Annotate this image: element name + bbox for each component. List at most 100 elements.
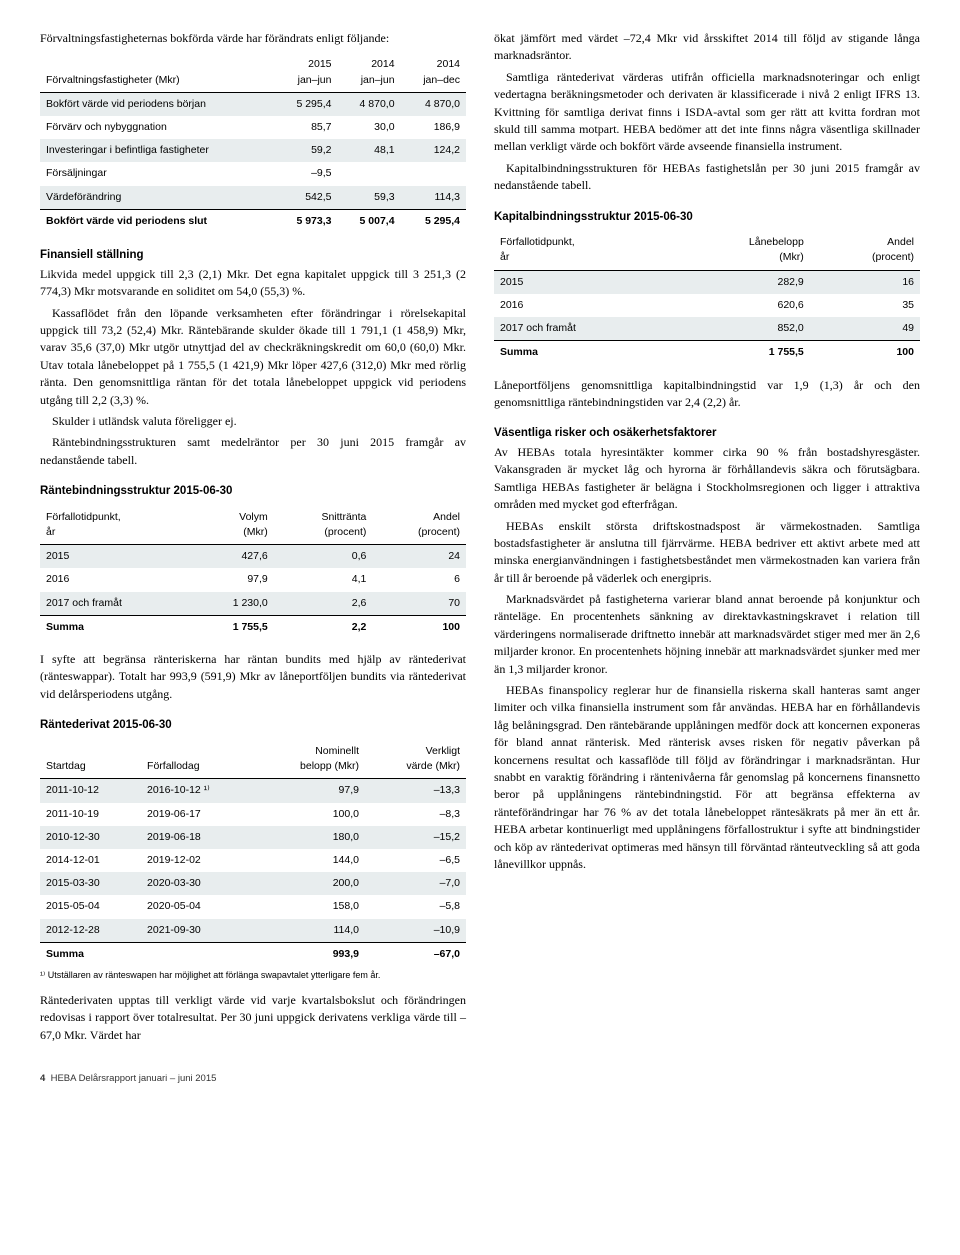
table-cell: 200,0: [256, 872, 365, 895]
intro-paragraph: Förvaltningsfastigheternas bokförda värd…: [40, 30, 466, 47]
t3-h2: Nominellt belopp (Mkr): [256, 740, 365, 779]
table-cell: [141, 942, 256, 966]
fs-p2: Kassaflödet från den löpande verksamhete…: [40, 305, 466, 409]
table-cell: 2017 och framåt: [40, 592, 192, 616]
table-cell: 2017 och framåt: [494, 317, 673, 341]
table-cell: –6,5: [365, 849, 466, 872]
table-cell: 144,0: [256, 849, 365, 872]
table-cell: 993,9: [256, 942, 365, 966]
table-total-row: Summa1 755,52,2100: [40, 615, 466, 639]
t2-h3: Andel (procent): [372, 506, 466, 545]
table-cell: –9,5: [274, 162, 337, 185]
table-cell: 2010-12-30: [40, 826, 141, 849]
table-cell: 24: [372, 545, 466, 569]
r-p4: Låneportföljens genomsnittliga kapitalbi…: [494, 377, 920, 412]
t4-h1: Lånebelopp (Mkr): [673, 231, 809, 270]
table-cell: 1 230,0: [192, 592, 274, 616]
table-cell: 2019-12-02: [141, 849, 256, 872]
table-cell: –67,0: [365, 942, 466, 966]
fs-p4: Räntebindningsstrukturen samt medelränto…: [40, 434, 466, 469]
table-cell: 282,9: [673, 270, 809, 294]
table-row: 2015-03-302020-03-30200,0–7,0: [40, 872, 466, 895]
table-cell: 2016: [494, 294, 673, 317]
table-cell: 158,0: [256, 895, 365, 918]
table-cell: Investeringar i befintliga fastigheter: [40, 139, 274, 162]
t4-h0: Förfallotidpunkt, år: [494, 231, 673, 270]
table3-title: Räntederivat 2015-06-30: [40, 717, 466, 734]
r-p3: Kapitalbindningsstrukturen för HEBAs fas…: [494, 160, 920, 195]
table-row: 2017 och framåt852,049: [494, 317, 920, 341]
footer-text: HEBA Delårsrapport januari – juni 2015: [51, 1073, 217, 1084]
table-cell: Bokfört värde vid periodens slut: [40, 209, 274, 233]
table-cell: 5 295,4: [401, 209, 466, 233]
table-cell: [338, 162, 401, 185]
t2-h2: Snittränta (procent): [274, 506, 373, 545]
table-cell: 5 295,4: [274, 92, 337, 116]
t3-h3: Verkligt värde (Mkr): [365, 740, 466, 779]
table-cell: 5 973,3: [274, 209, 337, 233]
table-row: 2016620,635: [494, 294, 920, 317]
t3-h0: Startdag: [40, 740, 141, 779]
page-number: 4: [40, 1073, 45, 1084]
fs-p3: Skulder i utländsk valuta föreligger ej.: [40, 413, 466, 430]
table-total-row: Bokfört värde vid periodens slut5 973,3 5…: [40, 209, 466, 233]
table-row: 2011-10-192019-06-17100,0–8,3: [40, 803, 466, 826]
t2-h0: Förfallotidpunkt, år: [40, 506, 192, 545]
table-row: 2011-10-122016-10-12 ¹⁾97,9–13,3: [40, 779, 466, 803]
table-cell: –5,8: [365, 895, 466, 918]
table-row: 2015282,916: [494, 270, 920, 294]
finansiell-stallning-title: Finansiell ställning: [40, 247, 466, 264]
t2-h1: Volym (Mkr): [192, 506, 274, 545]
table-cell: 4 870,0: [338, 92, 401, 116]
table-row: 2015-05-042020-05-04158,0–5,8: [40, 895, 466, 918]
table-cell: 2020-05-04: [141, 895, 256, 918]
table-cell: 100: [810, 341, 920, 365]
table-cell: 2015-05-04: [40, 895, 141, 918]
table-row: Försäljningar–9,5: [40, 162, 466, 185]
table-cell: 2015-03-30: [40, 872, 141, 895]
table-cell: 2015: [494, 270, 673, 294]
table-cell: [401, 162, 466, 185]
table-cell: 2016: [40, 568, 192, 591]
table-cell: 2020-03-30: [141, 872, 256, 895]
table3-footnote: ¹⁾ Utställaren av ränteswapen har möjlig…: [40, 970, 466, 982]
table-row: Värdeförändring542,559,3114,3: [40, 186, 466, 210]
table-cell: 114,3: [401, 186, 466, 210]
right-column: ökat jämfört med värdet –72,4 Mkr vid år…: [494, 30, 920, 1048]
risk-p1: Av HEBAs totala hyresintäkter kommer cir…: [494, 444, 920, 514]
kapitalbindning-table: Förfallotidpunkt, år Lånebelopp (Mkr) An…: [494, 231, 920, 364]
table-cell: 2014-12-01: [40, 849, 141, 872]
table-cell: 1 755,5: [192, 615, 274, 639]
table-cell: 100: [372, 615, 466, 639]
left-column: Förvaltningsfastigheternas bokförda värd…: [40, 30, 466, 1048]
table-cell: –13,3: [365, 779, 466, 803]
fs-p1: Likvida medel uppgick till 2,3 (2,1) Mkr…: [40, 266, 466, 301]
table-cell: Värdeförändring: [40, 186, 274, 210]
table-cell: 2011-10-12: [40, 779, 141, 803]
table-cell: Summa: [40, 615, 192, 639]
risk-title: Väsentliga risker och osäkerhetsfaktorer: [494, 425, 920, 442]
r-p1: ökat jämfört med värdet –72,4 Mkr vid år…: [494, 30, 920, 65]
risk-p4: HEBAs finanspolicy reglerar hur de finan…: [494, 682, 920, 873]
table-row: Bokfört värde vid periodens början5 295,…: [40, 92, 466, 116]
table-row: Förvärv och nybyggnation85,730,0186,9: [40, 116, 466, 139]
table-cell: 85,7: [274, 116, 337, 139]
table-cell: 97,9: [256, 779, 365, 803]
table-cell: –10,9: [365, 919, 466, 943]
table-cell: 2012-12-28: [40, 919, 141, 943]
table-cell: 59,3: [338, 186, 401, 210]
table-cell: Försäljningar: [40, 162, 274, 185]
table-cell: 59,2: [274, 139, 337, 162]
table-cell: 6: [372, 568, 466, 591]
table-cell: 542,5: [274, 186, 337, 210]
table-cell: Bokfört värde vid periodens början: [40, 92, 274, 116]
rantederivat-table: Startdag Förfallodag Nominellt belopp (M…: [40, 740, 466, 966]
table-cell: 2016-10-12 ¹⁾: [141, 779, 256, 803]
table-cell: 97,9: [192, 568, 274, 591]
table-cell: Summa: [40, 942, 141, 966]
t3-h1: Förfallodag: [141, 740, 256, 779]
rantebindning-table: Förfallotidpunkt, år Volym (Mkr) Snitträ…: [40, 506, 466, 639]
table-cell: 1 755,5: [673, 341, 809, 365]
table-cell: 2015: [40, 545, 192, 569]
table-cell: –15,2: [365, 826, 466, 849]
